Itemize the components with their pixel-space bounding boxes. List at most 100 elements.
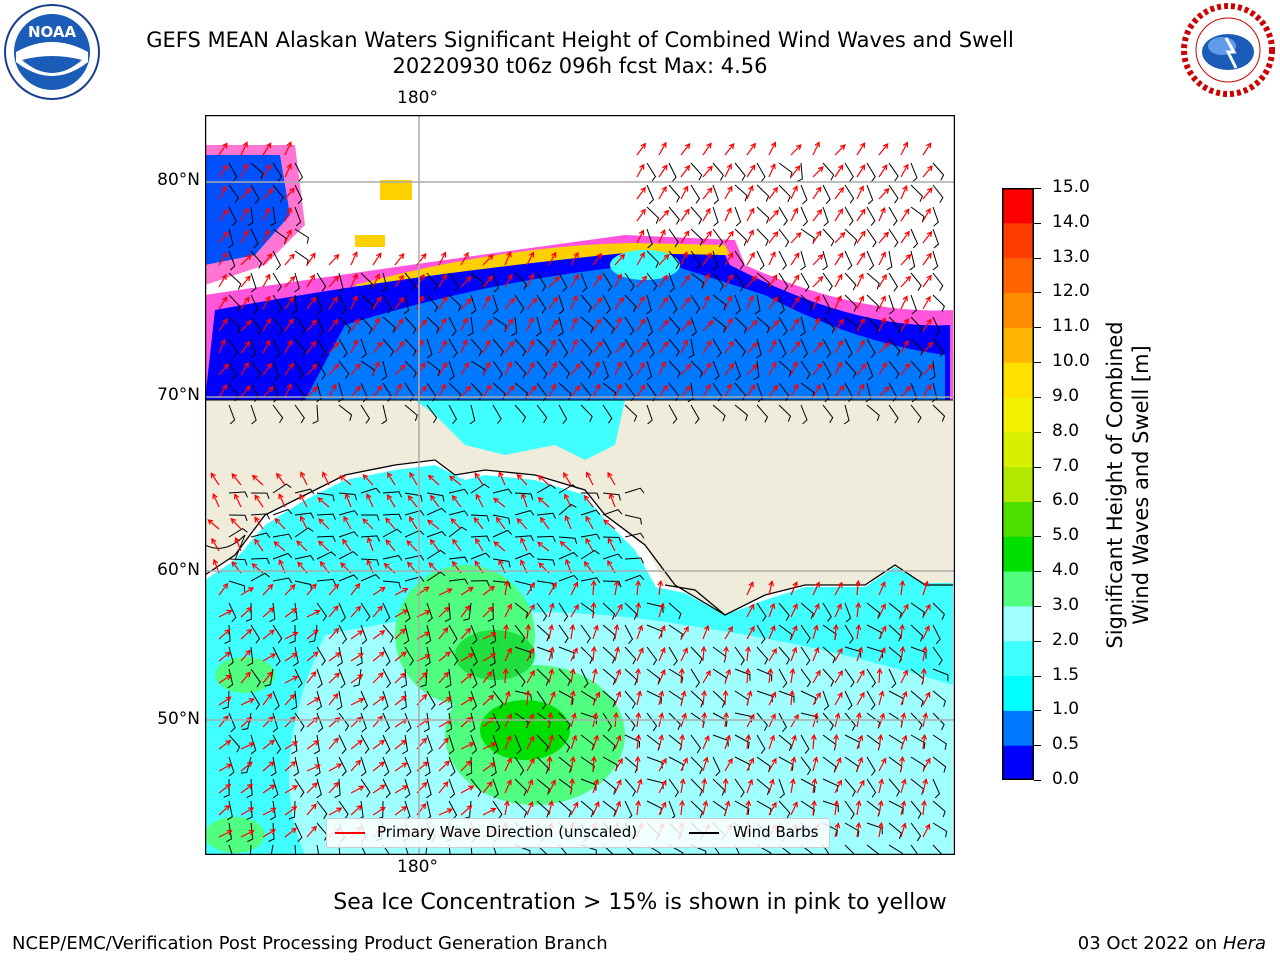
wave-direction-arrowhead (495, 516, 502, 523)
wave-direction-arrowhead (286, 163, 292, 170)
wave-direction-arrowhead (440, 383, 446, 390)
wind-barb (888, 338, 901, 357)
wave-direction-arrowhead (594, 801, 600, 808)
wind-barb (269, 800, 276, 821)
wave-direction-arrowhead (502, 667, 509, 674)
wave-direction-arrow (658, 319, 669, 332)
wave-direction-arrowhead (332, 296, 338, 303)
wave-direction-arrowhead (486, 670, 493, 677)
wind-barb (646, 228, 653, 249)
wave-direction-arrowhead (702, 800, 709, 807)
wind-barb (844, 228, 858, 246)
wave-direction-arrowhead (446, 808, 453, 814)
wind-barb (932, 690, 947, 707)
wind-barb (668, 382, 680, 402)
wind-barb (756, 382, 764, 403)
wind-barb (844, 250, 853, 271)
wave-direction-arrowhead (443, 737, 449, 744)
wind-barb (910, 228, 919, 249)
wave-direction-arrow (262, 340, 271, 354)
wave-direction-arrow (449, 475, 462, 486)
wave-direction-arrowhead (553, 276, 560, 283)
wave-direction-arrowhead (880, 206, 886, 214)
wave-direction-arrow (856, 252, 865, 266)
wave-direction-arrow (427, 519, 440, 530)
wave-direction-arrowhead (354, 318, 360, 325)
wave-direction-arrowhead (727, 757, 733, 764)
wind-barb (646, 338, 655, 359)
wind-barb (690, 668, 700, 688)
wind-barb (360, 734, 370, 754)
wind-barb (844, 602, 852, 623)
wave-direction-arrow (548, 801, 553, 816)
wave-direction-arrow (790, 779, 795, 794)
wind-barb (293, 756, 300, 777)
wind-barb (470, 844, 473, 855)
wind-barb (558, 624, 569, 644)
wave-direction-arrowhead (550, 779, 556, 786)
wave-direction-arrow (658, 275, 668, 288)
wind-barb (602, 360, 609, 381)
wave-direction-arrow (273, 541, 286, 552)
wave-direction-arrow (482, 808, 496, 816)
wind-barb (822, 690, 830, 711)
wave-direction-arrowhead (385, 539, 392, 546)
wave-direction-arrowhead (402, 785, 409, 791)
wave-direction-arrowhead (268, 761, 275, 767)
wave-direction-arrow (482, 671, 492, 684)
wind-barb (250, 668, 261, 688)
wind-barb (426, 734, 433, 755)
wave-direction-arrowhead (550, 383, 556, 390)
wave-direction-arrowhead (374, 273, 380, 280)
wind-barb (866, 338, 876, 358)
wave-direction-arrow (262, 607, 274, 618)
wave-direction-arrow (372, 807, 386, 816)
wave-direction-arrow (284, 806, 297, 816)
wave-direction-arrow (460, 742, 474, 750)
wave-direction-arrow (900, 231, 910, 244)
wave-direction-arrow (592, 341, 603, 354)
wind-barb (272, 382, 279, 403)
wave-direction-arrowhead (397, 318, 404, 325)
wave-direction-arrow (570, 802, 579, 816)
wave-direction-arrowhead (212, 558, 219, 565)
wind-barb (360, 844, 367, 855)
wave-direction-arrow (680, 758, 688, 772)
wave-direction-arrowhead (926, 252, 932, 259)
wind-barb (910, 338, 924, 356)
colorbar-segment (1002, 745, 1034, 781)
wave-direction-arrowhead (485, 339, 491, 346)
wind-barb (734, 338, 746, 357)
wave-direction-arrowhead (590, 755, 597, 762)
wind-barb (844, 184, 855, 204)
wind-barb (690, 800, 704, 818)
wave-direction-arrow (790, 144, 802, 156)
wave-direction-arrowhead (748, 295, 754, 302)
wind-barb (822, 800, 839, 813)
wind-barb (316, 294, 323, 315)
wind-barb (426, 690, 436, 710)
wave-direction-arrowhead (816, 230, 822, 237)
wave-direction-arrow (834, 164, 844, 178)
wave-direction-arrow (366, 494, 374, 508)
wave-direction-arrow (240, 587, 254, 596)
wave-direction-arrow (768, 385, 778, 398)
wave-direction-arrow (834, 362, 842, 376)
wave-direction-arrow (306, 826, 317, 838)
wave-direction-arrow (680, 735, 684, 750)
wind-barb (602, 338, 612, 358)
wind-barb (448, 578, 469, 585)
wind-barb (910, 690, 924, 708)
wave-direction-arrowhead (883, 386, 890, 393)
wind-barb (888, 272, 899, 292)
wave-direction-arrow (284, 142, 292, 156)
wave-direction-arrowhead (300, 471, 306, 478)
wind-barb (796, 162, 803, 183)
wave-direction-arrow (658, 142, 667, 156)
wave-direction-arrow (768, 297, 778, 310)
wind-barb (910, 800, 922, 819)
wind-barb (272, 338, 281, 359)
sea-ice-note: Sea Ice Concentration > 15% is shown in … (333, 890, 947, 915)
wave-direction-arrow (922, 669, 925, 684)
wave-direction-arrow (702, 320, 714, 332)
